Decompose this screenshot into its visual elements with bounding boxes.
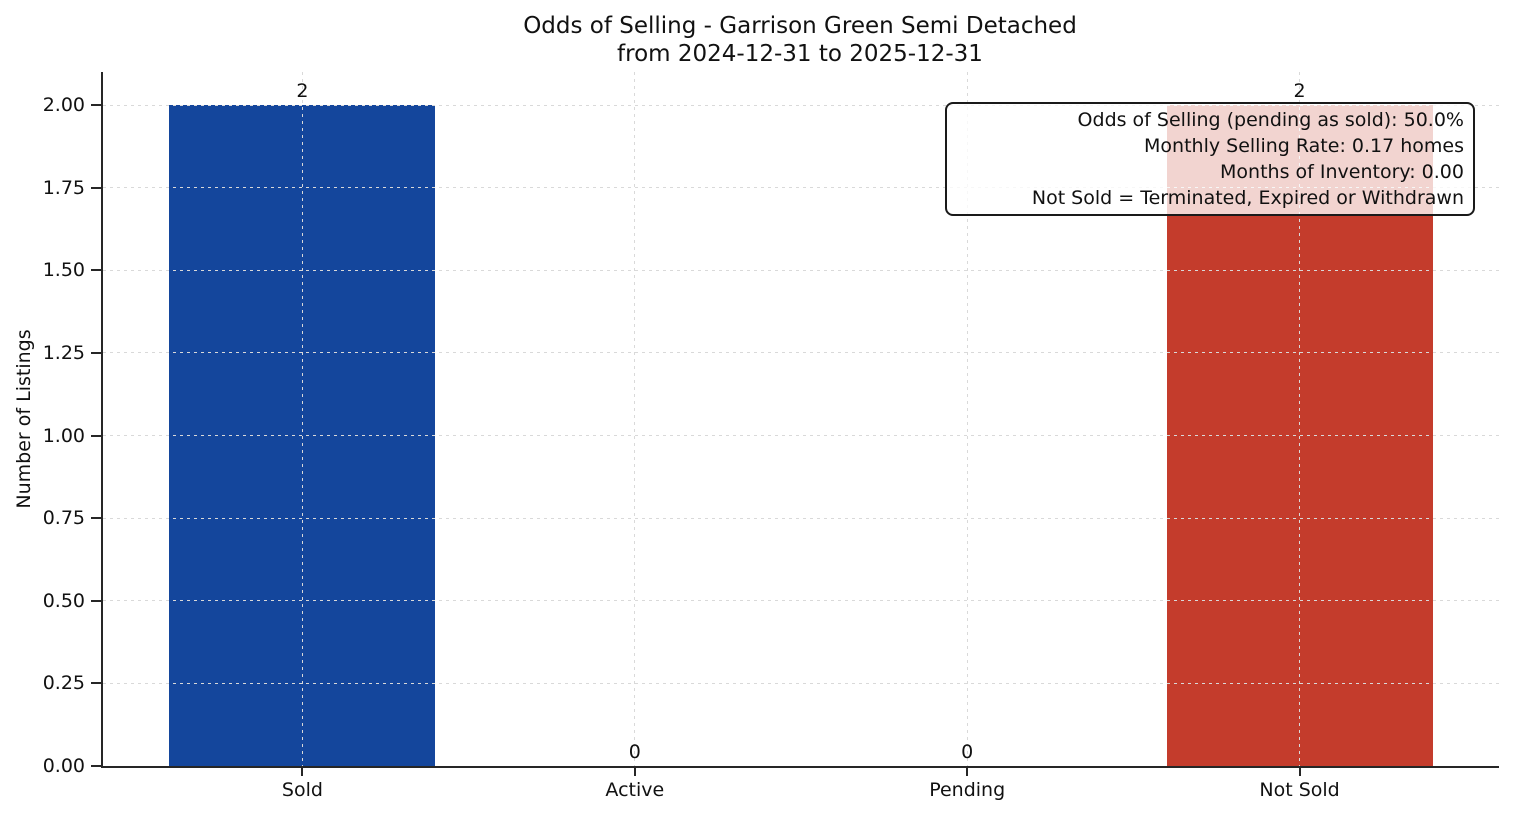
annotation-line-inventory: Months of Inventory: 0.00 — [1220, 161, 1464, 183]
y-tick-label: 0.00 — [42, 755, 85, 777]
y-tick-label: 1.00 — [42, 424, 85, 447]
annotation-line-selling-rate: Monthly Selling Rate: 0.17 homes — [1144, 135, 1464, 157]
x-tick-label: Active — [605, 779, 665, 801]
x-tick-label: Sold — [281, 779, 323, 801]
y-tick — [91, 269, 101, 272]
x-tick — [301, 766, 304, 776]
x-tick — [966, 766, 969, 776]
left-spine — [101, 72, 103, 768]
stats-annotation-box: Odds of Selling (pending as sold): 50.0%… — [945, 102, 1475, 216]
chart-title: Odds of Selling - Garrison Green Semi De… — [523, 13, 1077, 39]
bar-value-label: 2 — [1293, 80, 1306, 103]
x-tick — [633, 766, 636, 776]
h-gridline — [103, 269, 1499, 271]
chart-title-block: Odds of Selling - Garrison Green Semi De… — [101, 12, 1499, 68]
y-tick — [91, 765, 101, 767]
y-tick-label: 0.50 — [42, 589, 85, 612]
y-tick-label: 1.25 — [42, 341, 85, 364]
h-gridline — [103, 600, 1499, 602]
v-gridline — [634, 72, 636, 766]
h-gridline — [103, 517, 1499, 519]
h-gridline — [103, 104, 1499, 106]
y-tick — [91, 186, 101, 189]
chart-subtitle: from 2024-12-31 to 2025-12-31 — [617, 41, 983, 67]
y-tick — [91, 434, 101, 437]
y-tick — [91, 351, 101, 354]
h-gridline — [103, 435, 1499, 437]
y-tick — [91, 104, 101, 107]
y-tick-label: 0.75 — [42, 507, 85, 530]
x-tick-label: Pending — [929, 779, 1006, 801]
y-tick — [91, 517, 101, 520]
y-tick — [91, 682, 101, 685]
v-gridline — [301, 72, 303, 766]
x-tick-label: Not Sold — [1259, 779, 1340, 801]
y-tick — [91, 599, 101, 602]
h-gridline — [103, 682, 1499, 684]
y-tick-label: 2.00 — [42, 94, 85, 117]
y-tick-label: 1.50 — [42, 259, 85, 282]
x-tick — [1298, 766, 1301, 776]
v-gridline — [966, 72, 968, 766]
annotation-line-not-sold-def: Not Sold = Terminated, Expired or Withdr… — [1031, 187, 1464, 209]
bottom-spine — [101, 766, 1499, 768]
bar-value-label: 0 — [628, 741, 641, 763]
y-tick-label: 1.75 — [42, 176, 85, 199]
y-tick-label: 0.25 — [42, 672, 85, 695]
bar-value-label: 0 — [961, 741, 974, 763]
h-gridline — [103, 187, 1499, 189]
h-gridline — [103, 352, 1499, 354]
v-gridline — [1299, 72, 1301, 766]
annotation-line-odds: Odds of Selling (pending as sold): 50.0% — [1077, 109, 1464, 131]
bar-value-label: 2 — [296, 80, 309, 103]
